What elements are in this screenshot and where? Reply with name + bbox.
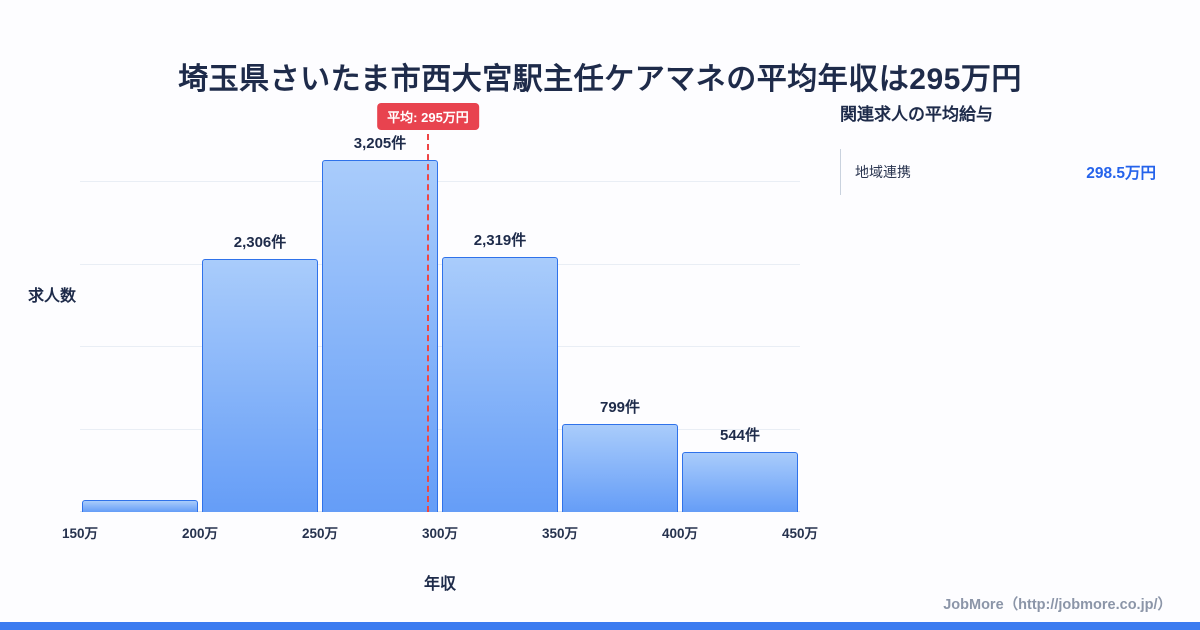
bottom-accent-bar [0, 622, 1200, 630]
histogram-bar [682, 452, 798, 512]
x-axis-baseline [80, 511, 800, 512]
side-panel-heading: 関連求人の平均給与 [840, 105, 993, 124]
gridline [80, 346, 800, 348]
related-salary-row: 地域連携 298.5万円 [840, 149, 1158, 195]
x-tick-label: 250万 [301, 526, 339, 541]
histogram-bar [82, 499, 198, 512]
x-tick-label: 450万 [781, 526, 819, 541]
side-panel: 関連求人の平均給与 地域連携 298.5万円 [840, 100, 1158, 195]
gridline [80, 428, 800, 430]
bar-value-label: 799件 [599, 399, 641, 417]
mean-badge: 平均: 295万円 [377, 103, 479, 130]
histogram-bar [561, 424, 678, 512]
x-axis-label: 年収 [423, 576, 456, 593]
x-tick-label: 150万 [61, 526, 99, 541]
x-axis-ticks: 150万 200万 250万 300万 350万 400万 450万 [62, 522, 818, 542]
histogram-bar [321, 159, 438, 512]
x-tick-label: 350万 [541, 526, 579, 541]
credit-text: JobMore（http://jobmore.co.jp/） [943, 597, 1172, 613]
histogram-bar [201, 258, 318, 512]
gridline [80, 263, 800, 265]
bar-value-label: 2,319件 [473, 232, 527, 250]
bar-value-label: 2,306件 [233, 233, 287, 251]
x-tick-label: 300万 [421, 526, 459, 541]
plot-area: 2,306件 3,205件 2,319件 799件 544件 平均: 295万円 [80, 100, 800, 512]
bar-value-label: 544件 [719, 427, 761, 445]
bar-value-label: 3,205件 [353, 134, 407, 152]
histogram-bar [442, 257, 558, 512]
x-tick-label: 200万 [181, 526, 219, 541]
gridline [80, 181, 800, 183]
related-salary-value: 298.5万円 [1086, 165, 1156, 182]
page-title: 埼玉県さいたま市西大宮駅主任ケアマネの平均年収は295万円 [178, 63, 1022, 97]
mean-line [427, 134, 429, 512]
related-salary-label: 地域連携 [855, 164, 911, 180]
x-tick-label: 400万 [661, 526, 699, 541]
y-axis-label: 求人数 [28, 288, 77, 305]
